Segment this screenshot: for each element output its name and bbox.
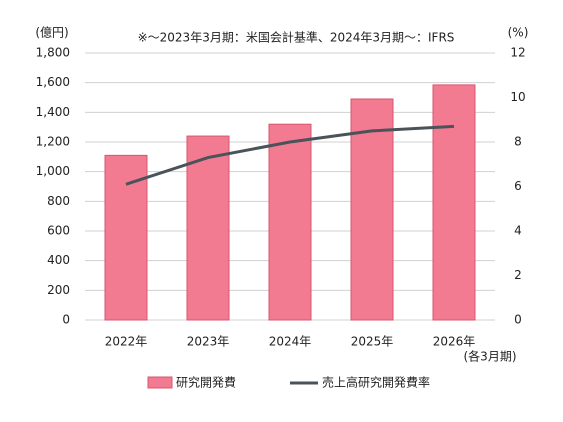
bar xyxy=(268,123,312,321)
y-axis-label: (億円) xyxy=(35,26,68,40)
y2-tick-label: 8 xyxy=(514,135,522,149)
bar xyxy=(350,98,394,321)
x-tick-label: 2026年 xyxy=(433,335,476,349)
y-tick-label: 1,400 xyxy=(36,105,70,119)
y-tick-label: 400 xyxy=(47,253,70,267)
legend-label: 研究開発費 xyxy=(176,375,236,390)
legend-swatch xyxy=(147,376,173,389)
x-tick-label: 2024年 xyxy=(269,335,312,349)
y-tick-label: 1,200 xyxy=(36,135,70,149)
y-tick-label: 1,000 xyxy=(36,164,70,178)
y2-tick-label: 12 xyxy=(510,46,525,60)
y2-tick-label: 10 xyxy=(510,90,525,104)
y-tick-label: 1,600 xyxy=(36,75,70,89)
x-tick-label: 2023年 xyxy=(187,335,230,349)
bar xyxy=(432,84,476,321)
bar xyxy=(186,135,230,321)
y-tick-label: 0 xyxy=(62,313,70,327)
x-note: (各3月期) xyxy=(464,349,517,364)
y-tick-label: 200 xyxy=(47,283,70,297)
line xyxy=(125,124,455,186)
y-tick-label: 600 xyxy=(47,224,70,238)
y2-axis-label: (%) xyxy=(508,26,529,40)
y-tick-label: 1,800 xyxy=(36,46,70,60)
y2-tick-label: 4 xyxy=(514,224,522,238)
y-tick-label: 800 xyxy=(47,194,70,208)
x-tick-label: 2022年 xyxy=(105,335,148,349)
chart-note: ※～2023年3月期：米国会計基準、2024年3月期～：IFRS xyxy=(138,30,455,45)
x-tick-label: 2025年 xyxy=(351,335,394,349)
y2-tick-label: 6 xyxy=(514,179,522,193)
legend-label: 売上高研究開発費率 xyxy=(322,375,430,390)
y2-tick-label: 0 xyxy=(514,313,522,327)
y2-tick-label: 2 xyxy=(514,268,522,282)
